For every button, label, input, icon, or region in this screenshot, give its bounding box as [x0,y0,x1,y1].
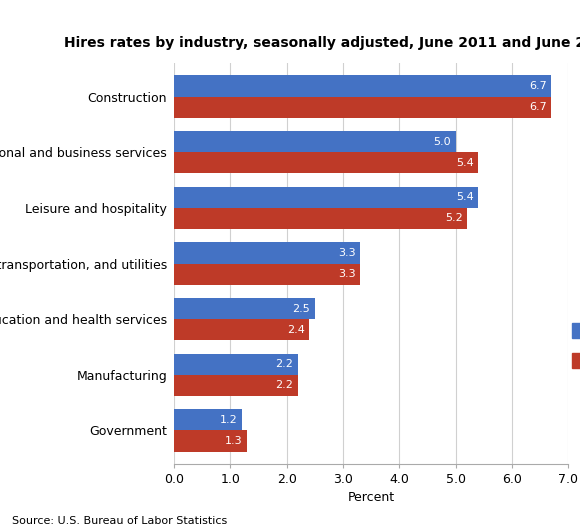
Bar [174,409,242,431]
Bar [174,264,360,285]
Bar [174,375,298,396]
Text: 6.7: 6.7 [529,102,547,112]
Text: 2.5: 2.5 [292,304,310,314]
Bar [174,431,247,452]
Text: 2.4: 2.4 [287,325,305,335]
Bar [174,242,360,264]
Text: 5.0: 5.0 [434,136,451,147]
Text: 5.2: 5.2 [445,213,462,223]
Bar [174,187,478,208]
Text: 2.2: 2.2 [276,380,293,391]
Text: 1.2: 1.2 [219,415,237,425]
Bar [174,319,309,340]
Bar [174,96,552,118]
Text: Hires rates by industry, seasonally adjusted, June 2011 and June 2012: Hires rates by industry, seasonally adju… [64,36,580,50]
Text: 3.3: 3.3 [338,269,356,279]
Bar [174,354,298,375]
Bar [174,131,456,152]
Text: Source: U.S. Bureau of Labor Statistics: Source: U.S. Bureau of Labor Statistics [12,516,227,526]
Text: 5.4: 5.4 [456,192,474,202]
Bar [174,298,315,319]
Text: 2.2: 2.2 [276,359,293,369]
Text: 6.7: 6.7 [529,81,547,91]
Bar [174,208,467,229]
Legend: June 2011, June 2012: June 2011, June 2012 [567,318,580,373]
Text: 3.3: 3.3 [338,248,356,258]
Bar [174,152,478,173]
Text: 1.3: 1.3 [225,436,243,446]
Bar [174,75,552,96]
X-axis label: Percent: Percent [347,491,395,504]
Text: 5.4: 5.4 [456,158,474,168]
